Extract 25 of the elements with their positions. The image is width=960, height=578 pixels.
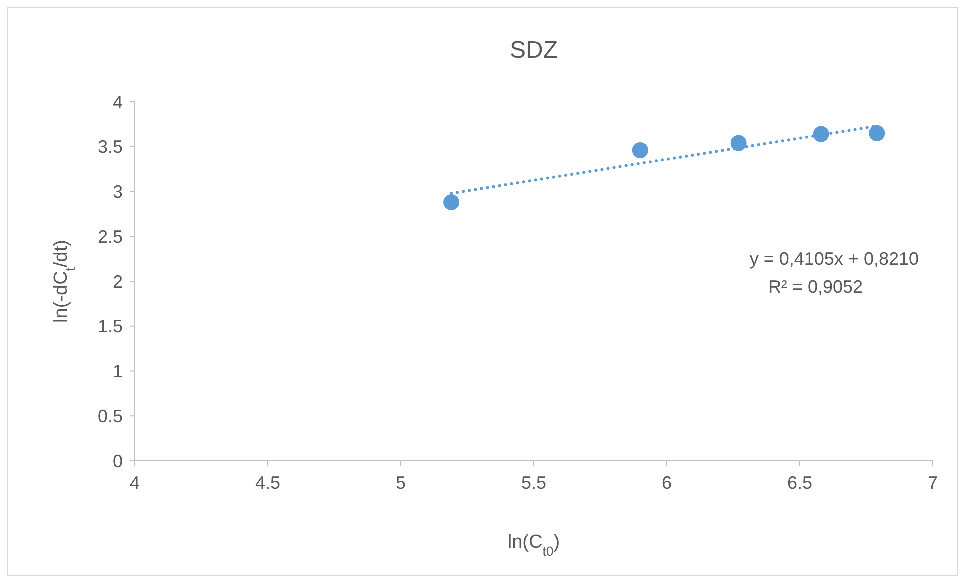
x-tick-label: 5	[396, 473, 406, 493]
x-tick-label: 6	[662, 473, 672, 493]
y-tick-label: 3	[112, 182, 123, 202]
x-tick-label: 6.5	[787, 473, 813, 493]
point	[813, 126, 830, 142]
y-tick-label: 0.5	[98, 406, 123, 426]
point	[730, 135, 747, 152]
x-tick-label: 4.5	[255, 473, 281, 493]
x-tick-label: 5.5	[521, 473, 547, 493]
y-tick-label: 1.5	[98, 316, 123, 337]
y-tick-label: 4	[112, 92, 123, 112]
point	[869, 125, 886, 142]
point	[632, 142, 648, 158]
y-tick-label: 1	[112, 362, 123, 382]
y-tick-label: 3.5	[98, 137, 123, 158]
y-tick-label: 2	[112, 272, 123, 292]
chart-title: SDZ	[510, 37, 558, 64]
annotation: y = 0,4105x + 0,8210	[750, 249, 919, 269]
annotation: R² = 0,9052	[768, 277, 863, 297]
y-tick-label: 2.5	[98, 226, 123, 247]
x-axis-title: ln(C$_{t0}$)	[508, 532, 560, 558]
point	[444, 194, 460, 211]
y-tick-label: 0	[112, 451, 123, 472]
x-tick-label: 7	[928, 473, 938, 493]
x-tick-label: 4	[130, 473, 140, 493]
